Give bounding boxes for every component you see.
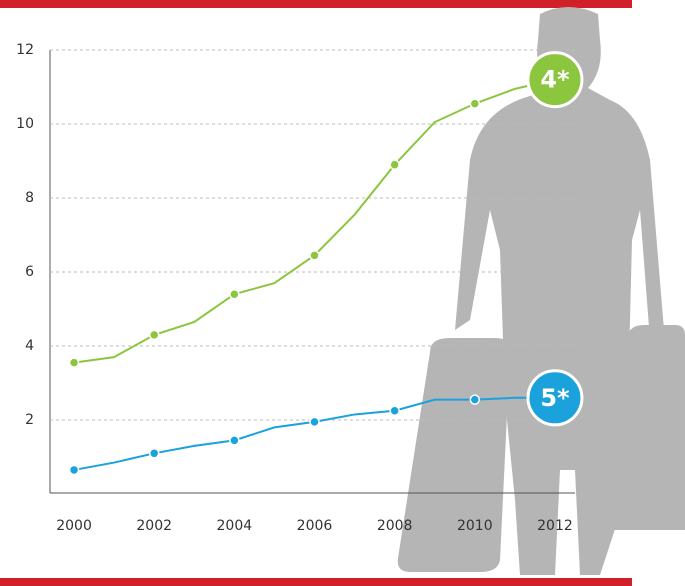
point [68,464,80,476]
x-tick-label: 2010 [457,518,493,534]
point [469,394,481,405]
y-tick-label: 12 [16,42,34,58]
y-tick-label: 4 [25,338,34,354]
point [309,416,320,428]
x-tick-label: 2012 [537,518,573,534]
silhouette [397,7,685,575]
point [229,435,240,446]
y-tick-label: 2 [25,412,34,428]
point [469,98,481,109]
badge [526,369,584,427]
point [68,357,80,368]
badge [526,51,584,109]
point [389,159,400,170]
x-tick-label: 2000 [56,518,92,534]
point [148,329,160,341]
point [148,448,160,459]
y-tick-label: 6 [25,264,34,280]
point [389,405,400,416]
x-tick-label: 2002 [136,518,172,534]
badge-text: 4* [540,66,570,94]
y-tick-label: 8 [25,190,34,206]
y-tick-label: 10 [16,116,34,132]
x-tick-label: 2006 [297,518,333,534]
point [229,288,240,300]
bottom-bar [0,578,632,586]
x-tick-label: 2008 [377,518,413,534]
top-bar [0,0,632,8]
badge-text: 5* [540,384,570,412]
x-tick-label: 2004 [217,518,253,534]
point [309,250,320,261]
